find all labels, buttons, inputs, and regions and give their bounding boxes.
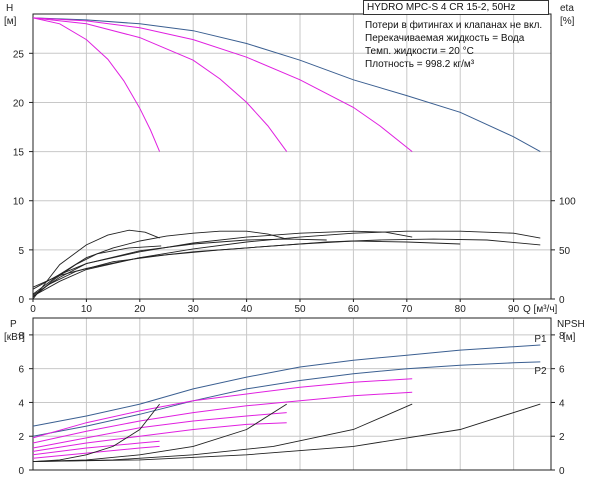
ytick-left-bottom-1: 2	[18, 432, 24, 443]
ylabel-right-top: eta	[560, 3, 574, 14]
head-curve-2-pumps	[32, 17, 288, 152]
ytick-left-top-0: 0	[18, 295, 24, 306]
ylabel-right-top-unit: [%]	[560, 16, 575, 27]
ylabel-left-top: H	[6, 3, 13, 14]
efficiency-curve-0	[32, 229, 160, 300]
ylabel-right-bottom: NPSH	[557, 319, 585, 330]
note-fittings: Потери в фитингах и клапанах не вкл.	[365, 20, 543, 31]
ytick-left-top-5: 25	[13, 49, 25, 60]
power-curve-1	[32, 361, 541, 437]
ylabel-right-bottom-unit: [м]	[563, 332, 576, 343]
ytick-right-top-0: 0	[559, 295, 565, 306]
ytick-right-top-1: 50	[559, 246, 571, 257]
power-curve-7	[32, 445, 160, 459]
ytick-right-bottom-4: 8	[559, 331, 565, 342]
ytick-left-top-1: 5	[18, 246, 24, 257]
xtick-label-0: 0	[30, 304, 36, 315]
ytick-left-top-4: 20	[13, 98, 25, 109]
ytick-left-top-3: 15	[13, 148, 25, 159]
ylabel-left-top-unit: [м]	[4, 16, 17, 27]
head-curve-1-pumps	[32, 17, 161, 152]
npsh-curve-3	[32, 403, 541, 463]
ytick-left-bottom-4: 8	[18, 331, 24, 342]
note-density: Плотность = 998.2 кг/м³	[365, 59, 475, 70]
efficiency-curve-1	[32, 230, 287, 295]
xlabel: Q [м³/ч]	[523, 304, 558, 315]
ytick-right-bottom-2: 4	[559, 398, 565, 409]
efficiency-curve-6	[32, 238, 327, 296]
power-curve-6	[32, 440, 160, 456]
series-label-p2: P2	[534, 366, 547, 377]
xtick-label-9: 90	[508, 304, 520, 315]
power-curve-0	[32, 344, 541, 427]
plot-frame-top	[32, 13, 552, 300]
series-label-p1: P1	[534, 334, 547, 345]
xtick-label-7: 70	[401, 304, 413, 315]
xtick-label-4: 40	[241, 304, 253, 315]
power-curve-5	[32, 422, 287, 452]
ylabel-left-bottom-unit: [кВт]	[4, 332, 25, 343]
chart-title: HYDRO MPC-S 4 CR 15-2, 50Hz	[363, 0, 549, 15]
ytick-left-top-2: 10	[13, 197, 25, 208]
head-curve-4-pumps	[32, 17, 541, 153]
ytick-left-bottom-3: 6	[18, 365, 24, 376]
efficiency-curve-2	[32, 230, 413, 290]
xtick-label-3: 30	[188, 304, 200, 315]
efficiency-curve-5	[32, 240, 461, 297]
ytick-left-bottom-2: 4	[18, 398, 24, 409]
ylabel-left-bottom: P	[10, 319, 17, 330]
efficiency-curve-4	[32, 238, 541, 298]
xtick-label-8: 80	[455, 304, 467, 315]
ytick-right-bottom-0: 0	[559, 466, 565, 477]
xtick-label-6: 60	[348, 304, 360, 315]
efficiency-curve-7	[32, 245, 162, 298]
plot-frame-bottom	[32, 317, 552, 471]
xtick-label-1: 10	[81, 304, 93, 315]
power-curve-4	[32, 412, 287, 449]
npsh-curve-0	[32, 403, 160, 463]
npsh-curve-1	[32, 403, 287, 463]
ytick-right-top-2: 100	[559, 197, 576, 208]
ytick-left-bottom-0: 0	[18, 466, 24, 477]
note-temperature: Темп. жидкости = 20 °C	[365, 46, 474, 57]
power-curve-2	[32, 378, 413, 439]
xtick-label-5: 50	[294, 304, 306, 315]
chart-notes: Потери в фитингах и клапанах не вкл. Пер…	[365, 19, 542, 71]
power-curve-3	[32, 391, 413, 444]
ytick-right-bottom-3: 6	[559, 365, 565, 376]
note-liquid: Перекачиваемая жидкость = Вода	[365, 33, 525, 44]
xtick-label-2: 20	[134, 304, 146, 315]
ytick-right-bottom-1: 2	[559, 432, 565, 443]
head-curve-3-pumps	[32, 17, 413, 152]
